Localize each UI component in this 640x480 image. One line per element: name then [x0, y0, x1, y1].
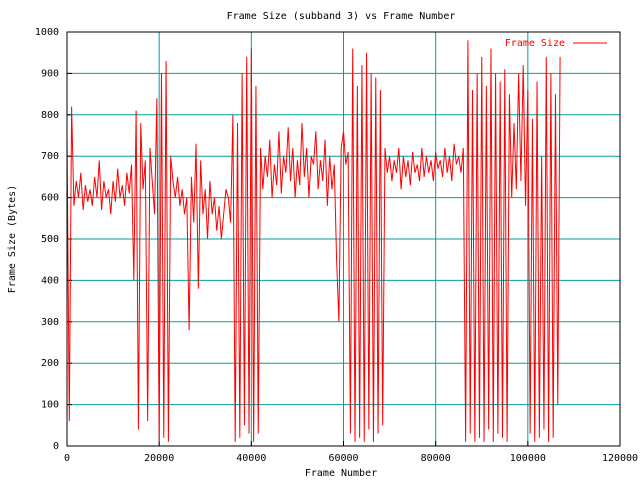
y-tick-label: 500 — [41, 234, 59, 245]
legend-label: Frame Size — [505, 38, 565, 49]
x-tick-label: 60000 — [328, 453, 358, 464]
y-tick-label: 400 — [41, 275, 59, 286]
y-tick-label: 200 — [41, 358, 59, 369]
y-tick-label: 1000 — [35, 27, 59, 38]
y-tick-label: 700 — [41, 151, 59, 162]
y-tick-label: 800 — [41, 110, 59, 121]
x-tick-label: 80000 — [421, 453, 451, 464]
plot-border — [66, 31, 621, 447]
x-axis-label: Frame Number — [305, 468, 377, 479]
y-tick-label: 0 — [53, 441, 59, 452]
y-tick-label: 300 — [41, 317, 59, 328]
x-tick-label: 120000 — [602, 453, 638, 464]
y-axis-label: Frame Size (Bytes) — [7, 185, 18, 293]
y-tick-label: 100 — [41, 400, 59, 411]
y-tick-label: 900 — [41, 68, 59, 79]
x-tick-label: 20000 — [144, 453, 174, 464]
x-tick-label: 40000 — [236, 453, 266, 464]
x-tick-label: 0 — [64, 453, 70, 464]
data-line — [66, 40, 561, 442]
x-tick-label: 100000 — [510, 453, 546, 464]
y-tick-label: 600 — [41, 193, 59, 204]
chart-title: Frame Size (subband 3) vs Frame Number — [227, 11, 456, 22]
